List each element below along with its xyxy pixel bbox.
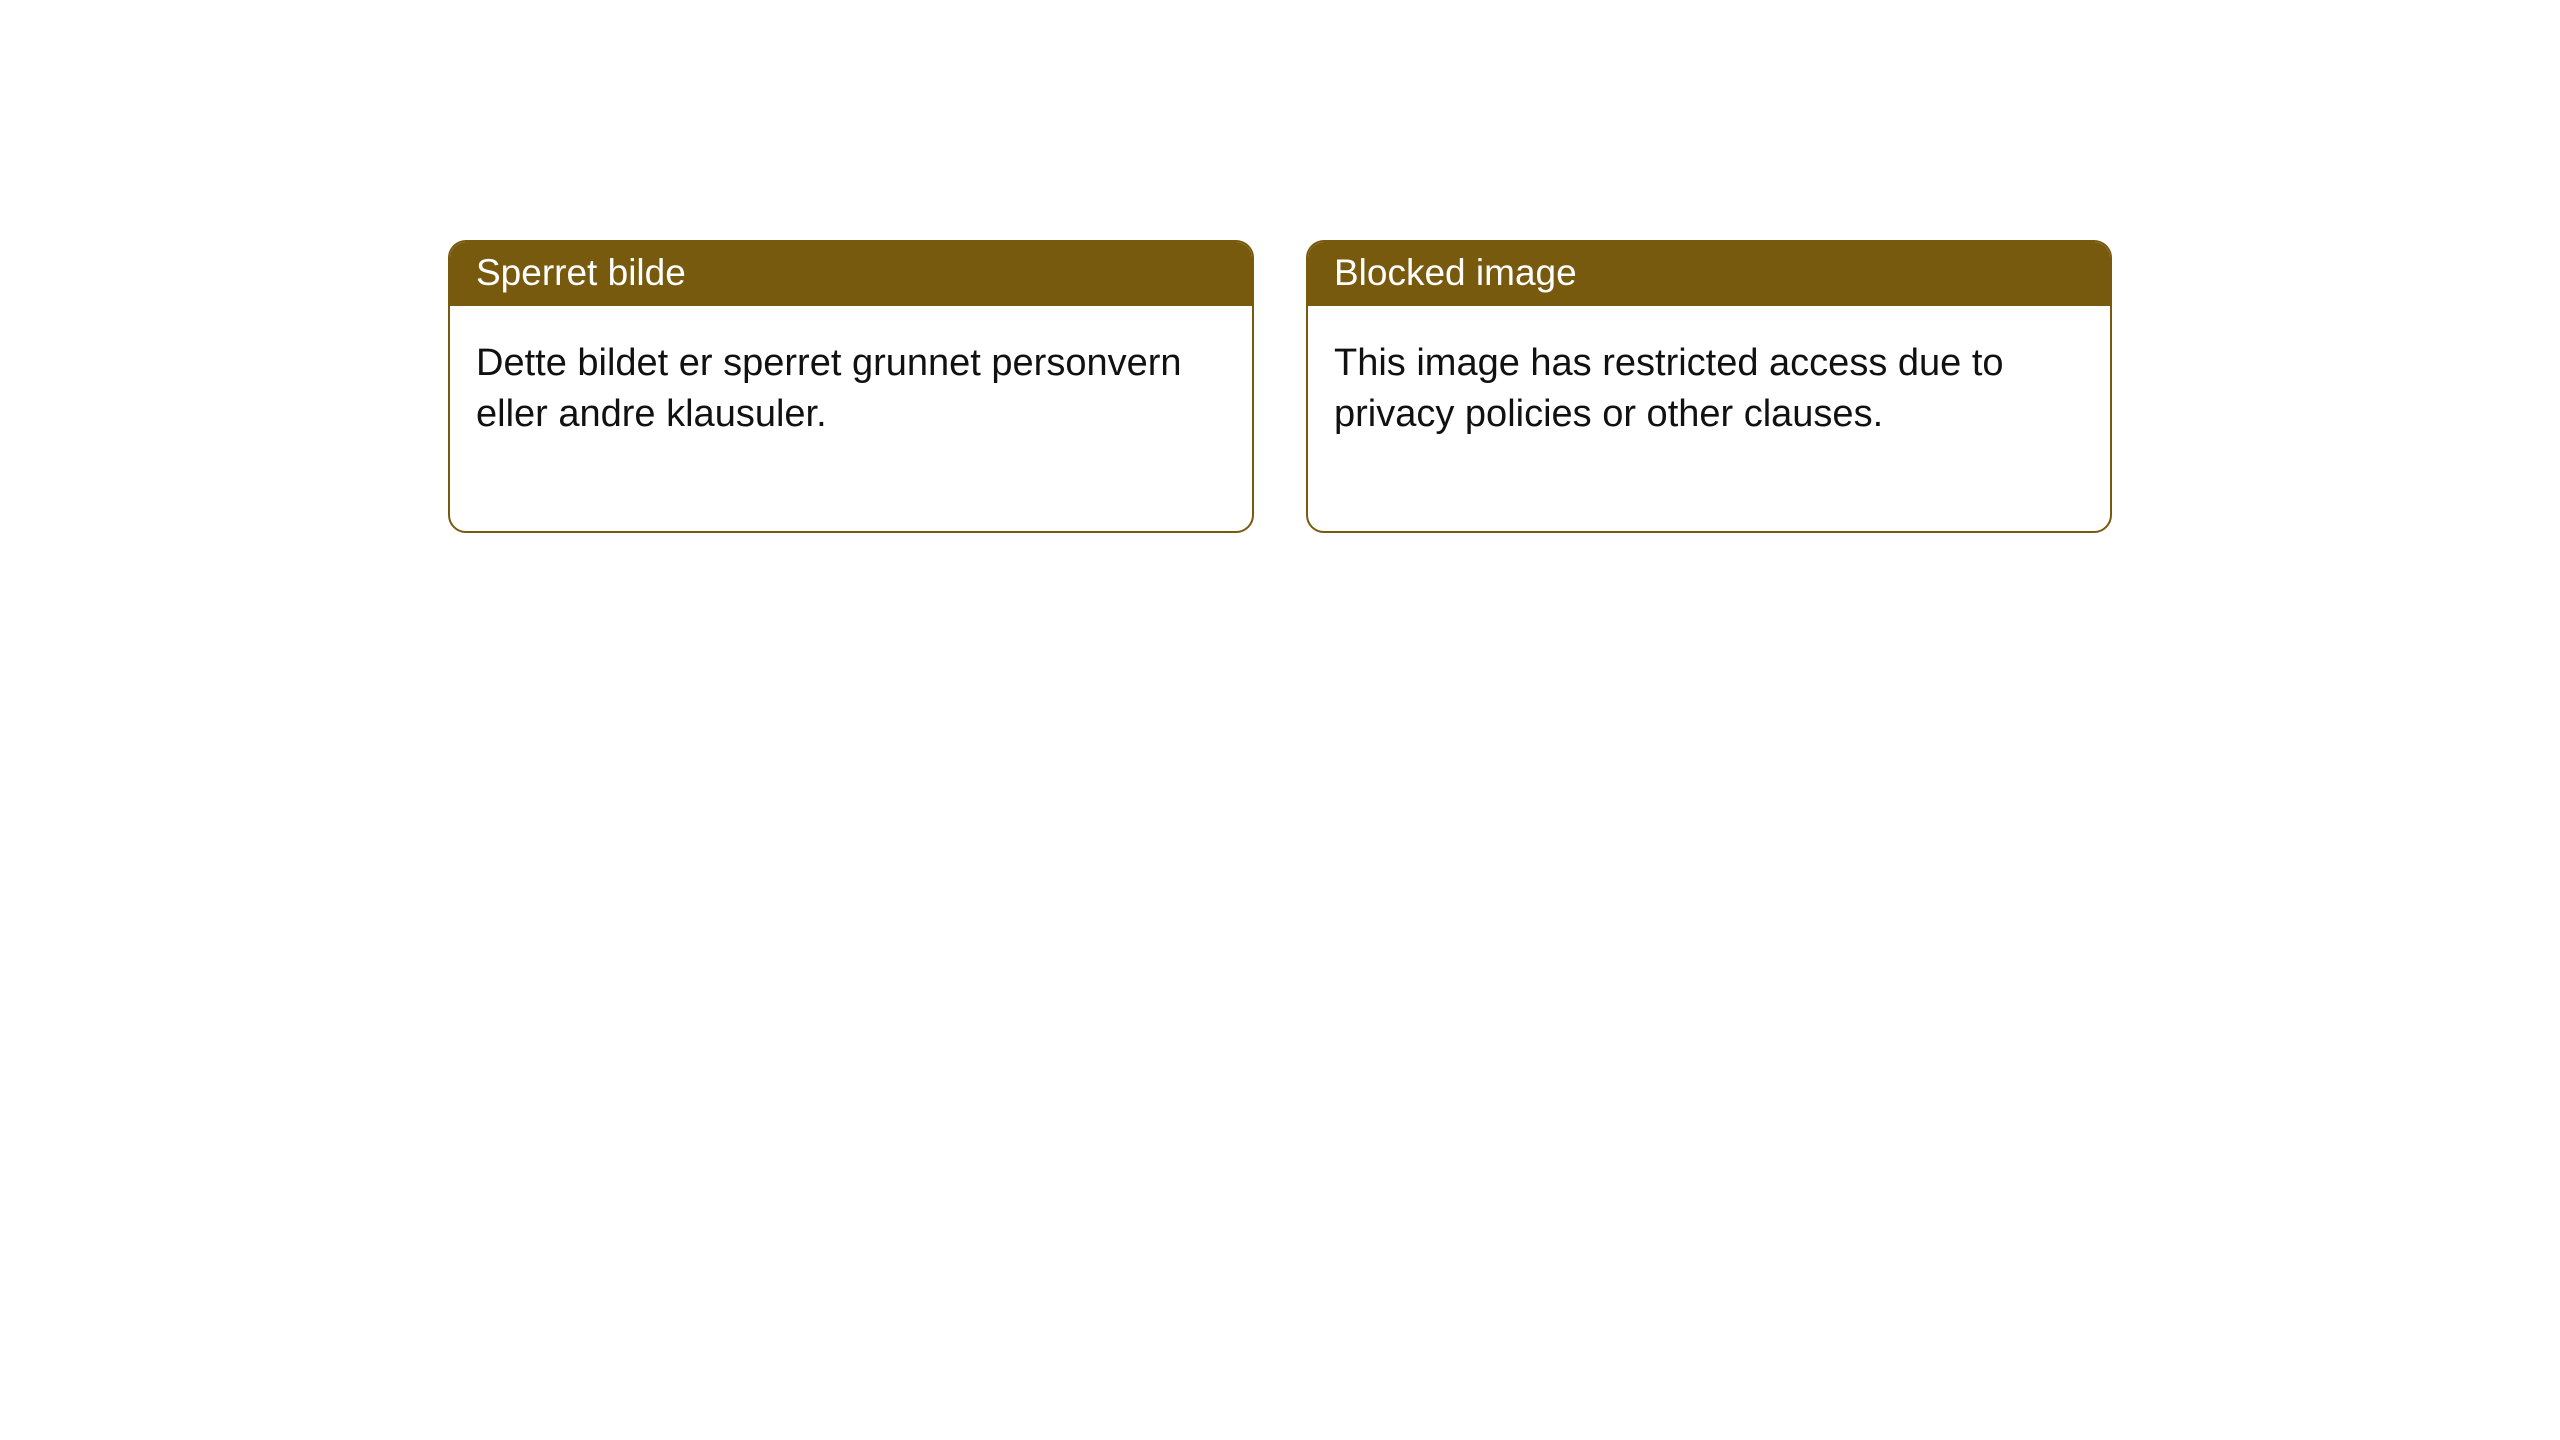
notice-body: This image has restricted access due to …	[1308, 306, 2110, 531]
notice-card-row: Sperret bilde Dette bildet er sperret gr…	[0, 0, 2560, 533]
blocked-image-notice-en: Blocked image This image has restricted …	[1306, 240, 2112, 533]
blocked-image-notice-no: Sperret bilde Dette bildet er sperret gr…	[448, 240, 1254, 533]
notice-title: Blocked image	[1308, 242, 2110, 306]
notice-title: Sperret bilde	[450, 242, 1252, 306]
notice-body: Dette bildet er sperret grunnet personve…	[450, 306, 1252, 531]
